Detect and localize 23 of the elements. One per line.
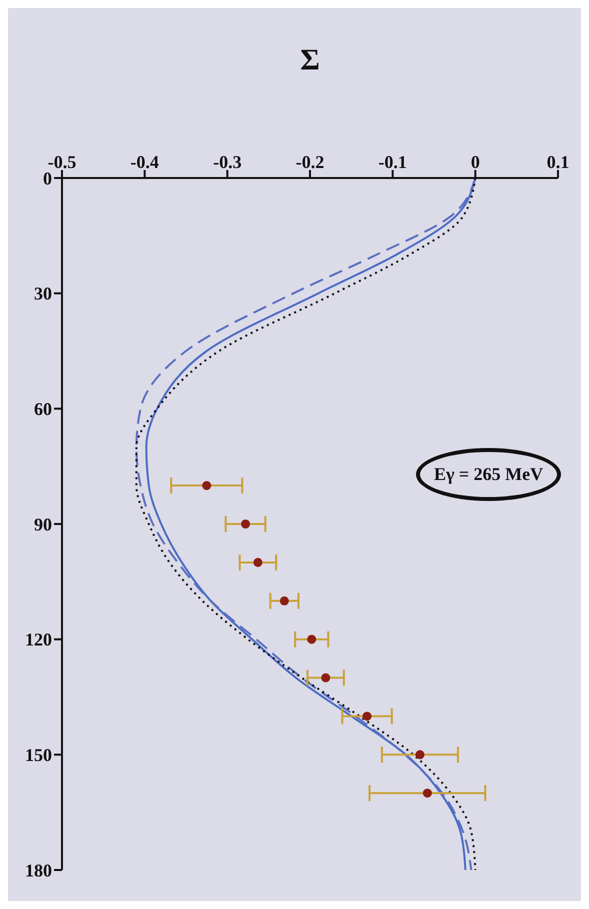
x-tick-label: -0.3 [213, 152, 242, 172]
x-tick-label: -0.1 [378, 152, 407, 172]
point [422, 788, 432, 798]
x-tick-label: -0.4 [130, 152, 159, 172]
y-tick-label: 30 [34, 284, 52, 304]
point [241, 519, 250, 529]
point [362, 712, 372, 721]
point [280, 596, 289, 606]
y-tick-label: 60 [34, 399, 52, 420]
annotation: Eγ = 265 MeV [416, 448, 562, 501]
point [307, 634, 316, 644]
y-tick-label: 150 [25, 745, 52, 766]
y-tick-label: 90 [34, 514, 52, 534]
point [415, 750, 424, 760]
x-tick-label: 0.1 [546, 152, 570, 172]
x-tick-label: 0 [470, 152, 480, 172]
y-tick-label: 180 [25, 860, 52, 880]
x-tick-label: -0.2 [296, 152, 324, 172]
point [253, 558, 262, 567]
y-tick-label: 120 [25, 630, 52, 650]
point [321, 673, 330, 682]
x-axis-title: Σ [300, 43, 320, 76]
point [202, 481, 212, 490]
